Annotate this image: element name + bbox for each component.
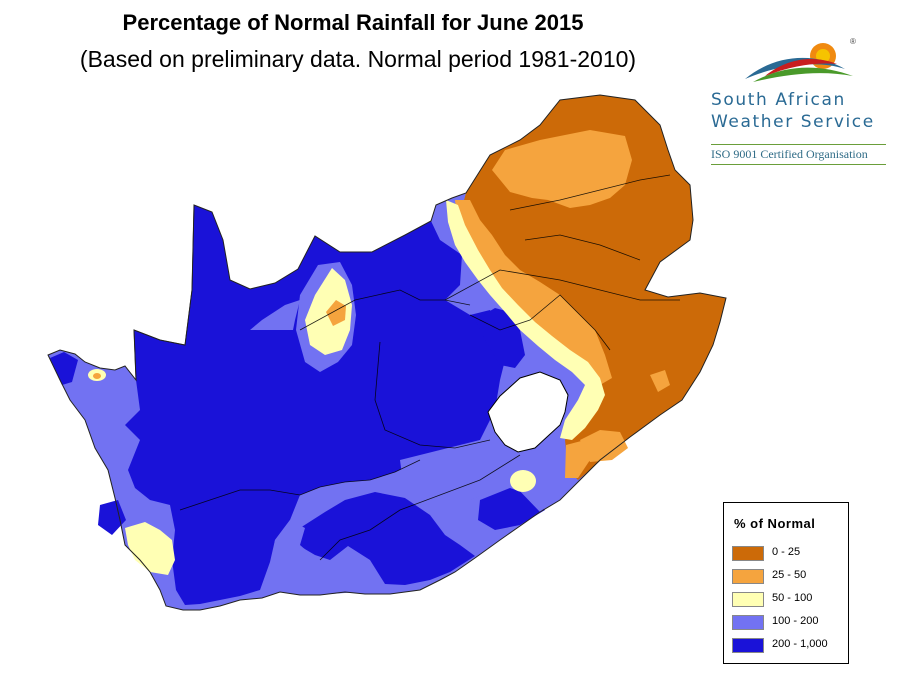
region-25-50-northeast	[492, 130, 632, 208]
registered-mark: ®	[850, 37, 856, 46]
region-200-1000-southcoast	[298, 492, 475, 585]
region-200-1000-east	[475, 308, 525, 368]
region-200-1000-southwest	[98, 500, 126, 535]
legend-label: 0 - 25	[772, 546, 801, 558]
logo-text-line2: Weather Service	[711, 112, 875, 132]
saws-logo-icon	[745, 43, 853, 82]
country-outline	[47, 94, 727, 611]
logo-iso-text: ISO 9001 Certified Organisation	[711, 144, 886, 165]
region-25-50-northwest-tiny	[93, 373, 101, 379]
legend-label: 25 - 50	[772, 569, 807, 581]
legend-swatch	[732, 615, 764, 630]
legend-swatch	[732, 638, 764, 653]
region-25-50-northwest-dot	[326, 300, 346, 326]
region-50-100-southeast-dot	[510, 470, 536, 492]
lesotho-nodata	[487, 371, 569, 453]
map-legend: % of Normal 0 - 25 25 - 50 50 - 100 100 …	[723, 502, 849, 664]
map-title: Percentage of Normal Rainfall for June 2…	[122, 10, 584, 35]
region-25-50-east-patch	[650, 370, 670, 392]
region-25-50-southeast	[565, 440, 590, 478]
legend-title: % of Normal	[734, 516, 816, 531]
region-200-1000-northwest	[50, 352, 78, 385]
legend-swatch	[732, 592, 764, 607]
map-subtitle: (Based on preliminary data. Normal perio…	[79, 46, 637, 72]
region-25-50-east-coast	[580, 430, 628, 462]
region-50-100-southwest	[125, 522, 175, 575]
region-25-50-transition	[455, 200, 612, 385]
logo-text-line1: South African	[711, 90, 846, 110]
saws-logo: ® South African Weather Service ISO 9001…	[705, 34, 890, 169]
legend-swatch	[732, 546, 764, 561]
region-50-100-belt	[446, 200, 605, 440]
legend-label: 200 - 1,000	[772, 638, 828, 650]
region-200-1000-interior	[125, 205, 505, 605]
legend-swatch	[732, 569, 764, 584]
legend-label: 100 - 200	[772, 615, 819, 627]
legend-label: 50 - 100	[772, 592, 813, 604]
region-100-200-south	[270, 520, 382, 594]
provincial-boundaries	[133, 174, 680, 561]
